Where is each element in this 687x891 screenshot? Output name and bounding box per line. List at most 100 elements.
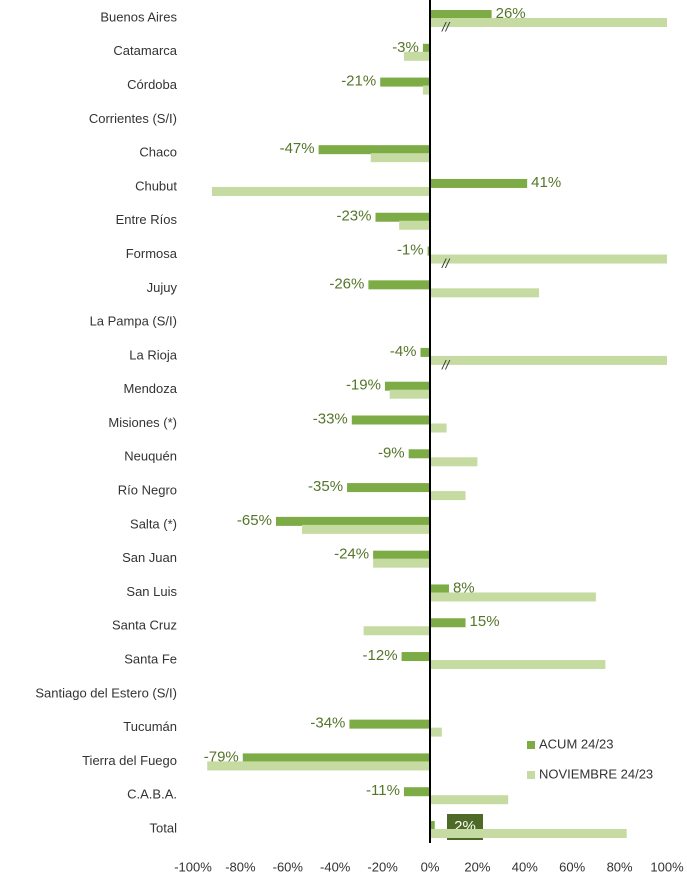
bar <box>427 246 430 256</box>
bar <box>368 280 430 290</box>
value-label: -11% <box>366 782 400 799</box>
value-label: -35% <box>308 478 343 495</box>
bar <box>430 584 449 594</box>
bar <box>347 483 430 493</box>
category-label: Chaco <box>139 145 177 160</box>
bar <box>318 145 430 155</box>
bar <box>430 660 606 670</box>
value-label: -34% <box>310 715 345 732</box>
category-label: Tucumán <box>123 719 177 734</box>
bar <box>430 727 442 737</box>
category-label: Jujuy <box>147 280 178 295</box>
bar <box>399 220 430 230</box>
x-tick-label: -20% <box>367 859 398 874</box>
bar <box>384 381 430 391</box>
x-tick-label: 80% <box>607 859 633 874</box>
category-label: San Juan <box>122 550 177 565</box>
bar <box>430 821 435 830</box>
category-label: Tierra del Fuego <box>82 753 177 768</box>
bar <box>351 415 430 425</box>
category-label: Misiones (*) <box>108 415 177 430</box>
bar <box>422 43 430 53</box>
value-label: -24% <box>334 546 369 563</box>
category-label: Corrientes (S/I) <box>89 111 177 126</box>
bar <box>430 618 466 628</box>
category-label: Mendoza <box>124 381 178 396</box>
bar <box>389 389 430 399</box>
category-label: La Pampa (S/I) <box>90 314 177 329</box>
value-label: -65% <box>237 512 272 529</box>
bar <box>430 592 596 602</box>
value-label: -9% <box>378 444 405 461</box>
bar <box>302 524 430 534</box>
axis-break: // <box>441 256 451 271</box>
bar <box>430 829 627 838</box>
x-tick-label: -40% <box>320 859 351 874</box>
bar <box>430 18 667 27</box>
category-label: Salta (*) <box>130 516 177 531</box>
bar <box>242 753 430 763</box>
bar <box>408 449 430 459</box>
bar <box>275 516 430 526</box>
bar <box>430 178 528 188</box>
value-label: -79% <box>204 748 239 765</box>
bar <box>430 355 667 365</box>
bar <box>363 626 430 636</box>
bar <box>401 652 430 662</box>
value-label: 41% <box>531 174 561 191</box>
category-label: Entre Ríos <box>116 212 178 227</box>
bar <box>373 558 430 568</box>
category-label: Río Negro <box>118 483 177 498</box>
category-label: San Luis <box>126 584 177 599</box>
bar <box>430 795 509 805</box>
value-label: -47% <box>280 140 315 157</box>
category-label: Córdoba <box>127 77 178 92</box>
x-tick-label: 20% <box>464 859 490 874</box>
bar <box>403 51 430 61</box>
bar <box>380 77 430 87</box>
bar <box>349 719 430 729</box>
legend-label: NOVIEMBRE 24/23 <box>539 766 653 781</box>
value-label: -12% <box>363 647 398 664</box>
bar <box>430 10 492 19</box>
category-label: Chubut <box>135 178 177 193</box>
value-label: -21% <box>341 73 376 90</box>
legend-swatch <box>527 741 535 749</box>
value-label: -4% <box>390 343 417 360</box>
category-label: Santa Fe <box>124 651 177 666</box>
legend-label: ACUM 24/23 <box>539 736 613 751</box>
bar <box>430 491 466 501</box>
x-tick-label: 40% <box>512 859 538 874</box>
x-tick-label: -60% <box>273 859 304 874</box>
category-label: Total <box>150 820 178 835</box>
axis-break: // <box>441 19 451 34</box>
category-label: Santiago del Estero (S/I) <box>35 685 177 700</box>
value-label: -23% <box>336 208 371 225</box>
category-label: Santa Cruz <box>112 618 177 633</box>
bar <box>422 85 430 95</box>
value-label: 26% <box>496 5 526 22</box>
bar <box>430 254 667 264</box>
bar <box>430 457 478 467</box>
value-label: 8% <box>453 579 475 596</box>
x-tick-label: -100% <box>174 859 212 874</box>
x-tick-label: -80% <box>225 859 256 874</box>
value-label: -19% <box>346 377 381 394</box>
value-label: -26% <box>329 275 364 292</box>
x-tick-label: 60% <box>559 859 585 874</box>
bar <box>373 550 430 560</box>
value-label: -33% <box>313 410 348 427</box>
value-label: -3% <box>392 39 419 56</box>
category-label: C.A.B.A. <box>127 787 177 802</box>
axis-break: // <box>441 357 451 372</box>
bar <box>370 153 430 163</box>
bar <box>375 212 430 222</box>
bar <box>403 787 430 797</box>
bar <box>420 347 430 357</box>
category-label: Neuquén <box>124 449 177 464</box>
value-label: 15% <box>470 613 500 630</box>
category-label: Buenos Aires <box>100 9 177 24</box>
category-label: La Rioja <box>129 347 177 362</box>
bar <box>430 423 447 433</box>
